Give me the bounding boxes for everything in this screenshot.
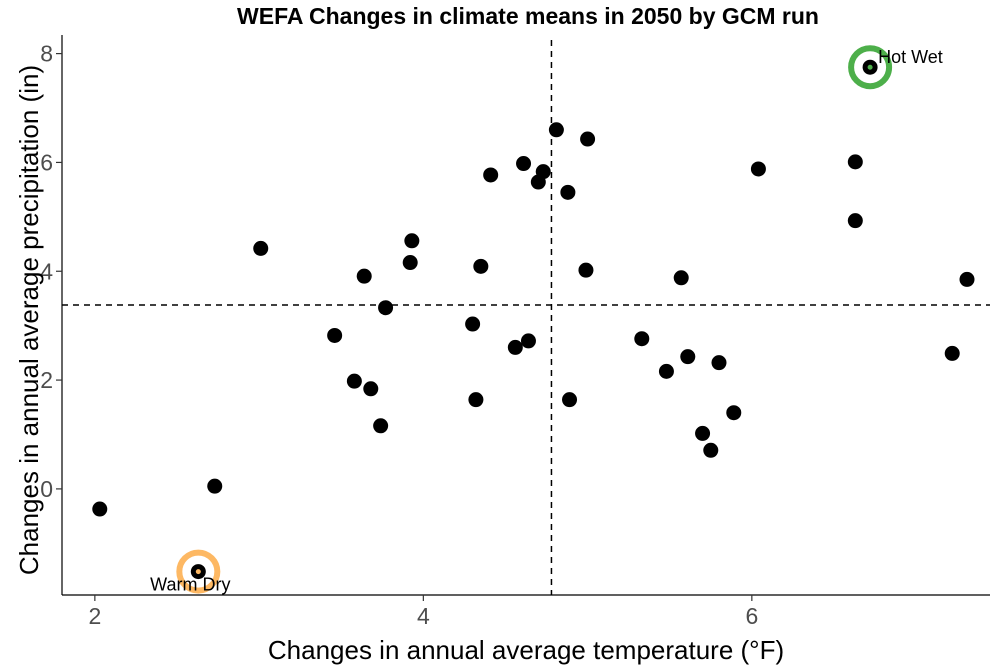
- data-point: [535, 164, 551, 180]
- data-point: [695, 425, 711, 441]
- data-point: [468, 392, 484, 408]
- data-point: [703, 442, 719, 458]
- data-point: [327, 327, 343, 343]
- data-point: [356, 268, 372, 284]
- x-tick-label: 4: [417, 603, 430, 629]
- data-point: [750, 161, 766, 177]
- highlight-ring: [848, 45, 893, 90]
- data-point: [578, 262, 594, 278]
- data-point: [548, 122, 564, 138]
- data-point: [847, 154, 863, 170]
- data-point: [726, 405, 742, 421]
- data-point: [560, 184, 576, 200]
- data-point: [562, 392, 578, 408]
- highlight-label: Warm Dry: [150, 575, 230, 595]
- data-point: [378, 300, 394, 316]
- y-tick-label: 2: [40, 367, 53, 393]
- axis-ticks: 2 4 6 0 2 4 6 8: [40, 41, 758, 629]
- highlight-rings: Hot Wet Warm Dry: [150, 45, 943, 595]
- data-point: [402, 255, 418, 271]
- data-points: [92, 59, 975, 580]
- data-point: [959, 271, 975, 287]
- axes: [61, 35, 990, 596]
- data-point: [847, 213, 863, 229]
- y-tick-label: 4: [40, 258, 53, 284]
- data-point: [404, 233, 420, 249]
- y-axis-label: Changes in annual average precipitation …: [14, 65, 44, 575]
- data-point: [680, 349, 696, 365]
- data-point: [507, 339, 523, 355]
- data-point: [658, 363, 674, 379]
- data-point: [92, 501, 108, 517]
- highlight-ring: [176, 549, 221, 594]
- data-point: [363, 381, 379, 397]
- highlight-center: [867, 64, 873, 70]
- reference-lines: [62, 40, 990, 595]
- data-point: [253, 240, 269, 256]
- data-point: [944, 345, 960, 361]
- data-point: [473, 258, 489, 274]
- data-point: [580, 131, 596, 147]
- highlight-label: Hot Wet: [878, 47, 943, 67]
- data-point: [711, 355, 727, 371]
- chart-title: WEFA Changes in climate means in 2050 by…: [237, 3, 819, 29]
- y-tick-label: 6: [40, 149, 53, 175]
- x-axis-label: Changes in annual average temperature (°…: [268, 635, 784, 665]
- data-point: [520, 333, 536, 349]
- x-tick-label: 2: [88, 603, 101, 629]
- data-point: [346, 373, 362, 389]
- data-point: [673, 270, 689, 286]
- x-tick-label: 6: [745, 603, 758, 629]
- data-point: [634, 331, 650, 347]
- data-point: [373, 418, 389, 434]
- data-point: [483, 167, 499, 183]
- y-tick-label: 8: [40, 41, 53, 67]
- highlight-center: [195, 569, 201, 575]
- y-tick-label: 0: [40, 476, 53, 502]
- data-point: [465, 316, 481, 332]
- data-point: [207, 478, 223, 494]
- data-point: [516, 156, 532, 172]
